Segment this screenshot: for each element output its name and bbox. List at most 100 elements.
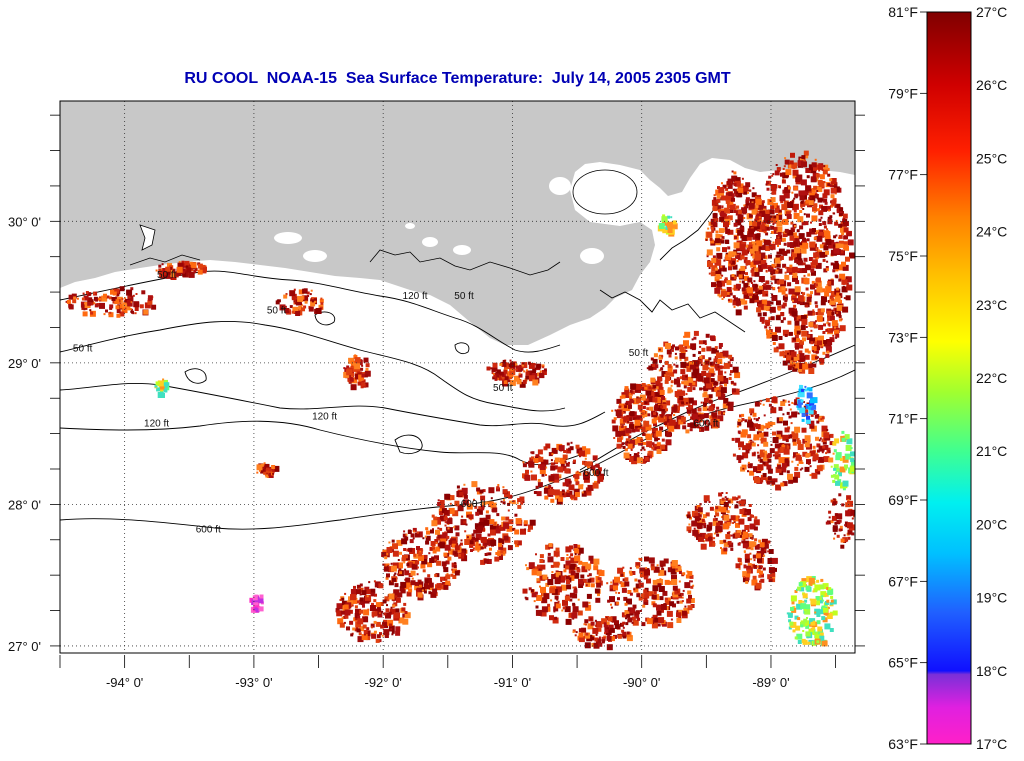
sst-pixel [566,489,570,493]
sst-pixel [298,289,304,295]
sst-pixel [829,184,833,188]
sst-pixel [787,320,792,325]
sst-pixel [828,516,831,519]
sst-pixel [710,271,716,277]
sst-pixel [809,618,813,622]
sst-pixel [803,150,809,156]
sst-pixel [761,475,766,480]
sst-pixel [816,315,823,322]
sst-pixel [381,610,384,613]
sst-pixel [771,406,774,409]
sst-pixel [539,464,546,470]
sst-pixel [789,264,793,268]
sst-pixel [731,170,734,173]
sst-pixel [796,438,800,442]
sst-pixel [824,623,831,630]
sst-pixel [647,413,651,417]
lake-shape [453,245,471,255]
sst-pixel [722,184,727,189]
sst-pixel [763,431,769,437]
sst-pixel [676,618,682,623]
contour-label: 120 ft [403,291,428,302]
sst-pixel [495,528,501,534]
sst-pixel [665,400,671,406]
sst-pixel [576,470,579,473]
sst-pixel [387,563,390,566]
sst-pixel [822,258,826,262]
sst-pixel [381,634,384,637]
sst-pixel [572,630,575,633]
sst-pixel [548,489,555,495]
sst-pixel [757,444,760,447]
sst-pixel [686,407,689,410]
sst-pixel [659,560,666,567]
sst-pixel [806,175,810,179]
sst-pixel [804,159,807,162]
sst-pixel [582,446,587,451]
sst-pixel [156,387,161,392]
sst-pixel [609,627,615,633]
sst-pixel [765,322,770,327]
sst-pixel [794,286,801,293]
sst-pixel [428,552,431,555]
sst-pixel [430,529,434,534]
sst-pixel [251,601,256,606]
sst-pixel [765,293,768,296]
sst-pixel [399,551,402,555]
sst-pixel [667,597,671,601]
sst-pixel [729,292,733,296]
sst-pixel [732,366,739,373]
sst-pixel [729,260,733,264]
sst-pixel [845,445,852,451]
sst-pixel [709,506,714,511]
sst-pixel [746,235,752,241]
sst-pixel [754,284,758,288]
sst-pixel [621,430,626,435]
sst-pixel [178,261,181,263]
sst-pixel [757,543,762,548]
sst-pixel [756,565,759,568]
sst-pixel [622,446,626,449]
sst-pixel [758,459,761,462]
sst-pixel [827,300,830,302]
sst-pixel [732,453,736,457]
sst-pixel [758,417,760,420]
sst-pixel [673,424,678,429]
sst-pixel [802,438,808,444]
sst-pixel [818,596,823,601]
sst-pixel [563,569,567,573]
sst-pixel [341,600,348,607]
sst-pixel [568,461,570,464]
sst-pixel [810,598,817,605]
sst-pixel [718,492,723,497]
sst-pixel [754,544,760,550]
sst-pixel [716,205,722,211]
sst-pixel [714,238,720,244]
sst-pixel [715,410,718,413]
sst-pixel [807,310,813,316]
sst-pixel [628,404,632,409]
sst-pixel [358,379,362,383]
sst-pixel [798,190,805,197]
sst-pixel [165,272,172,279]
sst-pixel [753,559,756,562]
sst-pixel [588,568,591,571]
sst-pixel [784,157,787,160]
sst-pixel [825,267,829,271]
sst-pixel [766,480,771,485]
sst-pixel [397,592,403,598]
sst-pixel [767,550,770,553]
sst-pixel [162,268,168,273]
sst-pixel [523,520,528,525]
colorbar-gradient [926,11,972,745]
sst-pixel [404,612,411,619]
sst-pixel [746,287,753,294]
sst-pixel [742,531,749,538]
sst-pixel [697,426,700,429]
sst-pixel [408,547,413,552]
sst-pixel [779,222,782,225]
sst-pixel [446,572,449,575]
sst-pixel [758,264,763,270]
sst-pixel [804,154,809,159]
sst-pixel [774,270,778,274]
